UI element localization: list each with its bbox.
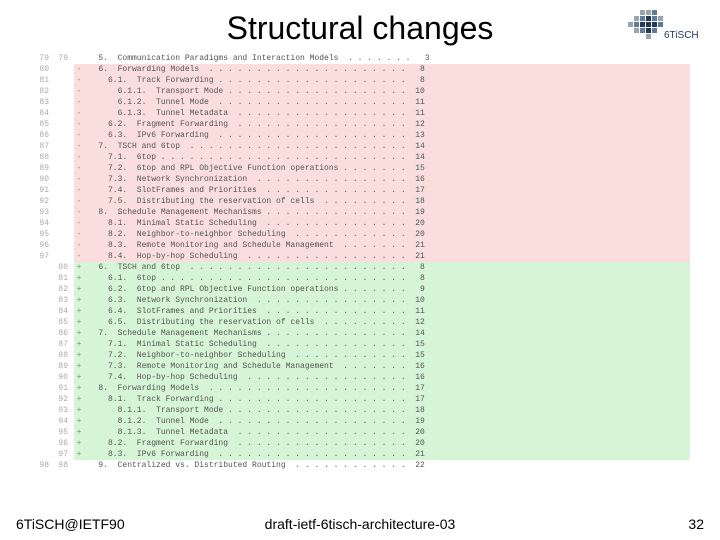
diff-row: 92+ 8.1. Track Forwarding . . . . . . . …: [30, 394, 690, 405]
diff-row: 96+ 8.2. Fragment Forwarding . . . . . .…: [30, 438, 690, 449]
diff-row: 95- 8.2. Neighbor-to-neighbor Scheduling…: [30, 229, 690, 240]
diff-row: 83+ 6.3. Network Synchronization . . . .…: [30, 295, 690, 306]
diff-row: 90- 7.3. Network Synchronization . . . .…: [30, 174, 690, 185]
diff-row: 94- 8.1. Minimal Static Scheduling . . .…: [30, 218, 690, 229]
diff-row: 97+ 8.3. IPv6 Forwarding . . . . . . . .…: [30, 449, 690, 460]
diff-row: 88- 7.1. 6top . . . . . . . . . . . . . …: [30, 152, 690, 163]
diff-row: 85+ 6.5. Distributing the reservation of…: [30, 317, 690, 328]
diff-row: 91+ 8. Forwarding Models . . . . . . . .…: [30, 383, 690, 394]
footer-left: 6TiSCH@IETF90: [16, 516, 125, 532]
diff-row: 85- 6.2. Fragment Forwarding . . . . . .…: [30, 119, 690, 130]
footer-center: draft-ietf-6tisch-architecture-03: [265, 516, 456, 532]
diff-row: 87+ 7.1. Minimal Static Scheduling . . .…: [30, 339, 690, 350]
diff-row: 87- 7. TSCH and 6top . . . . . . . . . .…: [30, 141, 690, 152]
diff-row: 93- 8. Schedule Management Mechanisms . …: [30, 207, 690, 218]
tisch-logo: 6TiSCH: [616, 8, 706, 44]
diff-row: 86- 6.3. IPv6 Forwarding . . . . . . . .…: [30, 130, 690, 141]
diff-row: 93+ 8.1.1. Transport Mode . . . . . . . …: [30, 405, 690, 416]
diff-row: 89- 7.2. 6top and RPL Objective Function…: [30, 163, 690, 174]
diff-row: 80+ 6. TSCH and 6top . . . . . . . . . .…: [30, 262, 690, 273]
diff-row: 82- 6.1.1. Transport Mode . . . . . . . …: [30, 86, 690, 97]
diff-row: 92- 7.5. Distributing the reservation of…: [30, 196, 690, 207]
diff-row: 94+ 8.1.2. Tunnel Mode . . . . . . . . .…: [30, 416, 690, 427]
diff-row: 81- 6.1. Track Forwarding . . . . . . . …: [30, 75, 690, 86]
diff-row: 84+ 6.4. SlotFrames and Priorities . . .…: [30, 306, 690, 317]
diff-block: 7979 5. Communication Paradigms and Inte…: [30, 53, 690, 471]
diff-row: 95+ 8.1.3. Tunnel Metadata . . . . . . .…: [30, 427, 690, 438]
diff-row: 84- 6.1.3. Tunnel Metadata . . . . . . .…: [30, 108, 690, 119]
diff-row: 7979 5. Communication Paradigms and Inte…: [30, 53, 690, 64]
diff-row: 9898 9. Centralized vs. Distributed Rout…: [30, 460, 690, 471]
diff-row: 90+ 7.4. Hop-by-hop Scheduling . . . . .…: [30, 372, 690, 383]
diff-row: 86+ 7. Schedule Management Mechanisms . …: [30, 328, 690, 339]
footer: 6TiSCH@IETF90 draft-ietf-6tisch-architec…: [0, 516, 720, 532]
diff-row: 96- 8.3. Remote Monitoring and Schedule …: [30, 240, 690, 251]
diff-row: 91- 7.4. SlotFrames and Priorities . . .…: [30, 185, 690, 196]
diff-row: 83- 6.1.2. Tunnel Mode . . . . . . . . .…: [30, 97, 690, 108]
diff-row: 88+ 7.2. Neighbor-to-neighbor Scheduling…: [30, 350, 690, 361]
diff-row: 80- 6. Forwarding Models . . . . . . . .…: [30, 64, 690, 75]
diff-row: 97- 8.4. Hop-by-hop Scheduling . . . . .…: [30, 251, 690, 262]
diff-row: 81+ 6.1. 6top . . . . . . . . . . . . . …: [30, 273, 690, 284]
diff-row: 89+ 7.3. Remote Monitoring and Schedule …: [30, 361, 690, 372]
slide-title: Structural changes: [0, 0, 720, 53]
slide-number: 32: [688, 516, 704, 532]
diff-row: 82+ 6.2. 6top and RPL Objective Function…: [30, 284, 690, 295]
logo-text: 6TiSCH: [664, 30, 699, 41]
